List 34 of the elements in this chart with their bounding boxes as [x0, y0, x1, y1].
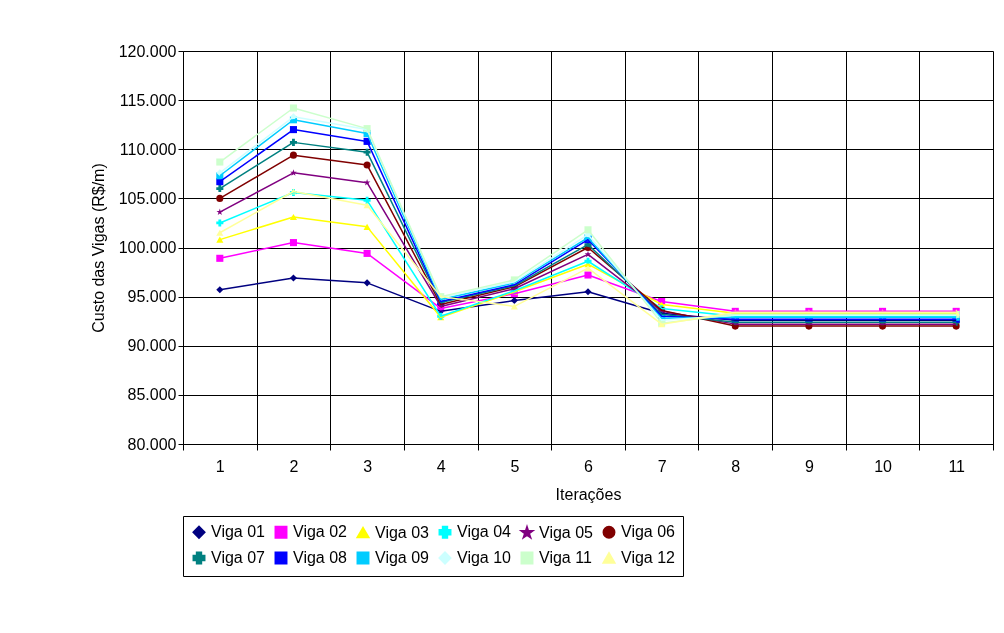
legend-label: Viga 10 — [457, 549, 512, 566]
x-tick-label: 3 — [363, 457, 373, 475]
x-tick-label: 7 — [657, 457, 667, 475]
legend-label: Viga 05 — [539, 523, 594, 541]
x-axis-title: Iterações — [555, 485, 622, 503]
legend-label: Viga 06 — [621, 523, 676, 541]
x-tick-label: 4 — [436, 457, 446, 475]
legend-label: Viga 01 — [211, 523, 266, 541]
legend-label: Viga 08 — [293, 549, 348, 566]
x-tick-label: 9 — [804, 457, 814, 475]
legend-label: Viga 09 — [375, 549, 430, 566]
y-tick-label: 105.000 — [118, 189, 177, 207]
y-tick-label: 120.000 — [118, 42, 177, 60]
y-tick-label: 90.000 — [127, 337, 177, 355]
legend-label: Viga 04 — [457, 523, 512, 541]
legend-label: Viga 07 — [211, 549, 266, 566]
y-tick-label: 110.000 — [119, 140, 177, 158]
x-tick-label: 2 — [289, 457, 299, 475]
x-tick-label: 10 — [874, 457, 893, 475]
legend-label: Viga 12 — [621, 549, 676, 566]
y-tick-label: 85.000 — [127, 386, 177, 404]
x-tick-label: 8 — [731, 457, 741, 475]
y-tick-label: 95.000 — [127, 288, 177, 306]
y-tick-label: 80.000 — [127, 435, 177, 453]
y-tick-label: 115.000 — [119, 91, 177, 109]
legend-label: Viga 11 — [539, 549, 592, 566]
legend-label: Viga 02 — [293, 523, 348, 541]
x-tick-label: 11 — [948, 457, 966, 475]
x-tick-label: 6 — [584, 457, 594, 475]
y-tick-label: 100.000 — [118, 239, 177, 256]
x-tick-label: 1 — [215, 457, 225, 475]
x-tick-label: 5 — [510, 457, 520, 475]
y-axis-title: Custo das Vigas (R$/m) — [89, 163, 107, 333]
legend-label: Viga 03 — [375, 523, 430, 541]
